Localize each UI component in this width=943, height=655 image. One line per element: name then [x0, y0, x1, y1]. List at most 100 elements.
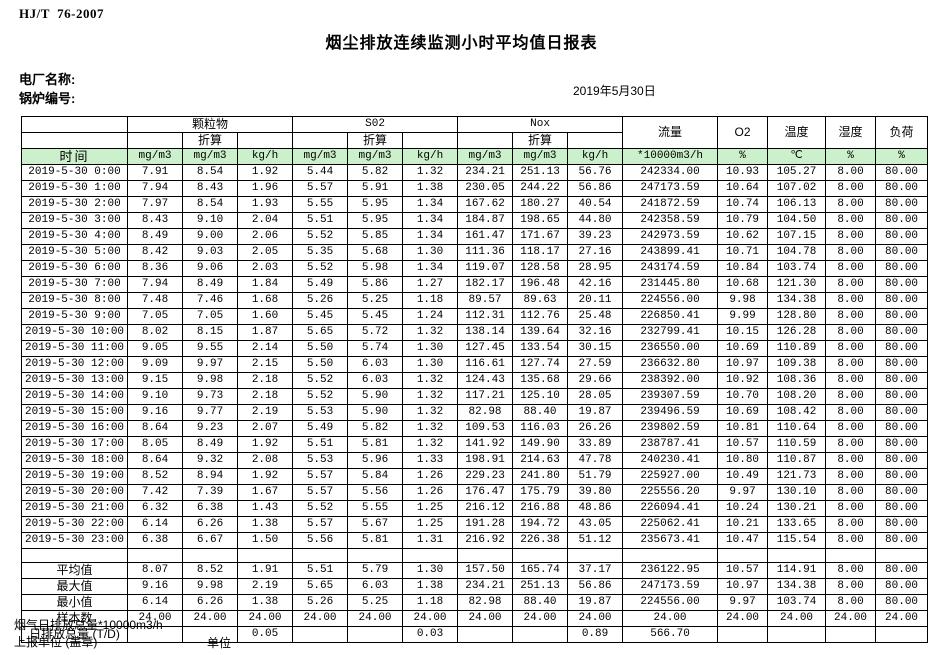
unit-humidity: %: [825, 148, 877, 165]
cell-temperature: 126.28: [767, 324, 827, 341]
cell-time: 2019-5-30 7:00: [20, 276, 129, 293]
cell-pm-2: 1.38: [237, 516, 294, 533]
cell-temperature: 108.20: [767, 388, 827, 405]
cell-humidity: 8.00: [825, 452, 877, 469]
cell-so2-2: 1.18: [402, 594, 459, 611]
cell-load: 80.00: [875, 484, 929, 501]
cell-pm-1: 8.52: [182, 562, 239, 579]
cell-temperature: 134.38: [767, 292, 827, 309]
cell-humidity: 8.00: [825, 356, 877, 373]
cell-time: 2019-5-30 11:00: [20, 340, 129, 357]
cell-time: 2019-5-30 13:00: [20, 372, 129, 389]
spacer-cell: [457, 548, 514, 563]
cell-time: 2019-5-30 8:00: [20, 292, 129, 309]
summary-label: 最小值: [20, 594, 129, 611]
cell-flow: 240230.41: [622, 452, 719, 469]
cell-humidity: 8.00: [825, 308, 877, 325]
spacer-cell: [767, 548, 827, 563]
table-row: 2019-5-30 15:00 9.16 9.77 2.19 5.53 5.90 1.32 8…: [20, 404, 929, 421]
cell-nox-0: 119.07: [457, 260, 514, 277]
cell-so2-1: 5.81: [347, 436, 404, 453]
cell-nox-2: 40.54: [567, 196, 624, 213]
cell-so2-1: 6.03: [347, 372, 404, 389]
cell-pm-0: 6.14: [127, 516, 184, 533]
cell-nox-0: 216.12: [457, 500, 514, 517]
cell-so2-1: 5.84: [347, 468, 404, 485]
cell-time: 2019-5-30 15:00: [20, 404, 129, 421]
unit-o2: %: [717, 148, 769, 165]
cell-nox-0: 109.53: [457, 420, 514, 437]
cell-nox-0: 141.92: [457, 436, 514, 453]
cell-pm-0: 8.52: [127, 468, 184, 485]
spacer-cell: [825, 548, 877, 563]
cell-o2: 10.64: [717, 180, 769, 197]
cell-nox-2: 42.16: [567, 276, 624, 293]
cell-pm-2: 1.87: [237, 324, 294, 341]
cell-pm-1: 6.67: [182, 532, 239, 549]
cell-flow: 239802.59: [622, 420, 719, 437]
cell-nox-1: [512, 626, 569, 643]
unit-so2-converted: mg/m3: [347, 148, 404, 165]
table-row: 2019-5-30 19:00 8.52 8.94 1.92 5.57 5.84 1.26 2…: [20, 468, 929, 485]
cell-so2-2: 1.32: [402, 388, 459, 405]
cell-nox-2: 26.26: [567, 420, 624, 437]
cell-o2: 10.71: [717, 244, 769, 261]
cell-so2-2: 1.30: [402, 340, 459, 357]
cell-humidity: 8.00: [825, 484, 877, 501]
cell-so2-0: 5.45: [292, 308, 349, 325]
cell-time: 2019-5-30 1:00: [20, 180, 129, 197]
cell-flow: 24.00: [622, 610, 719, 627]
cell-flow: 239496.59: [622, 404, 719, 421]
cell-o2: 10.84: [717, 260, 769, 277]
header-blank-time-2: [20, 132, 129, 149]
cell-load: 80.00: [875, 578, 929, 595]
cell-pm-1: 6.26: [182, 516, 239, 533]
cell-o2: 10.97: [717, 578, 769, 595]
cell-temperature: 121.30: [767, 276, 827, 293]
header-group-o2: O2: [717, 116, 769, 149]
cell-o2: 10.24: [717, 500, 769, 517]
cell-humidity: 8.00: [825, 562, 877, 579]
cell-so2-0: 5.52: [292, 500, 349, 517]
cell-nox-2: 19.87: [567, 404, 624, 421]
cell-nox-1: 135.68: [512, 372, 569, 389]
cell-humidity: 8.00: [825, 244, 877, 261]
spacer-cell: [237, 548, 294, 563]
unit-load: %: [875, 148, 929, 165]
cell-temperature: 24.00: [767, 610, 827, 627]
cell-pm-0: 7.48: [127, 292, 184, 309]
table-row: 2019-5-30 23:00 6.38 6.67 1.50 5.56 5.81 1.31 2…: [20, 532, 929, 549]
cell-o2: 10.68: [717, 276, 769, 293]
cell-so2-2: 1.24: [402, 308, 459, 325]
cell-so2-0: 5.52: [292, 260, 349, 277]
cell-so2-1: 5.82: [347, 164, 404, 181]
cell-so2-0: 5.57: [292, 516, 349, 533]
header-group-particulate: 颗粒物: [127, 116, 294, 133]
cell-so2-2: 1.27: [402, 276, 459, 293]
cell-o2: [717, 626, 769, 643]
cell-temperature: 128.80: [767, 308, 827, 325]
cell-so2-1: 5.86: [347, 276, 404, 293]
cell-nox-2: 32.16: [567, 324, 624, 341]
cell-load: 80.00: [875, 356, 929, 373]
cell-so2-1: 5.74: [347, 340, 404, 357]
cell-nox-1: 196.48: [512, 276, 569, 293]
table-row: 2019-5-30 17:00 8.05 8.49 1.92 5.51 5.81 1.32 1…: [20, 436, 929, 453]
cell-so2-1: 5.68: [347, 244, 404, 261]
cell-load: 80.00: [875, 196, 929, 213]
cell-so2-0: 5.65: [292, 578, 349, 595]
cell-so2-1: 5.67: [347, 516, 404, 533]
cell-so2-2: 1.26: [402, 484, 459, 501]
cell-load: 80.00: [875, 372, 929, 389]
spacer-cell: [182, 548, 239, 563]
cell-so2-2: 1.32: [402, 324, 459, 341]
page-title: 烟尘排放连续监测小时平均值日报表: [325, 35, 598, 52]
cell-temperature: 104.78: [767, 244, 827, 261]
cell-pm-0: 24.00: [127, 610, 184, 627]
cell-temperature: 110.87: [767, 452, 827, 469]
summary-row: 样本数 24.00 24.00 24.00 24.00 24.00 24.00 24.00 24…: [20, 610, 929, 627]
cell-nox-2: 44.80: [567, 212, 624, 229]
cell-o2: 10.74: [717, 196, 769, 213]
cell-pm-2: 1.96: [237, 180, 294, 197]
cell-nox-1: 251.13: [512, 164, 569, 181]
